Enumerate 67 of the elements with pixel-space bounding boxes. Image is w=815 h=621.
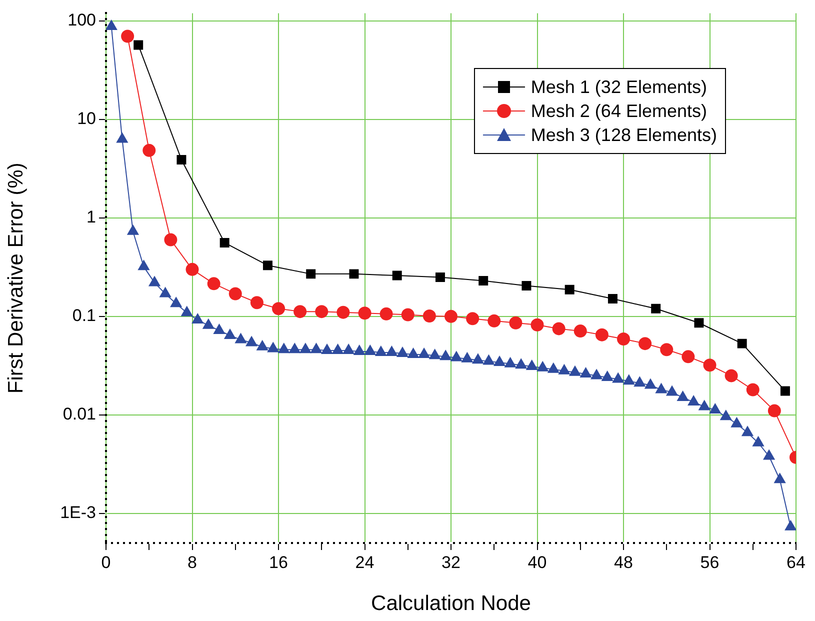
point — [294, 305, 307, 318]
point — [488, 314, 501, 328]
y-tick-label: 0.01 — [62, 404, 96, 424]
point — [703, 358, 716, 372]
point — [272, 302, 285, 316]
point — [435, 272, 445, 282]
point — [552, 322, 566, 336]
point — [638, 337, 652, 350]
point — [564, 284, 574, 294]
point — [694, 318, 704, 328]
y-tick-label: 1E-3 — [60, 503, 96, 522]
point — [595, 328, 608, 342]
point — [186, 262, 199, 276]
point — [530, 318, 544, 332]
point — [176, 154, 186, 164]
point — [220, 238, 230, 248]
x-tick-label: 8 — [188, 552, 197, 572]
point — [746, 383, 760, 396]
point — [228, 287, 242, 300]
x-tick-label: 64 — [786, 552, 806, 572]
point — [478, 276, 488, 286]
point — [121, 30, 134, 43]
point — [724, 369, 738, 382]
point — [336, 306, 350, 319]
y-tick-label: 1 — [86, 208, 96, 227]
legend-label: Mesh 1 (32 Elements) — [530, 76, 707, 98]
x-tick-label: 24 — [355, 552, 374, 572]
point — [306, 269, 316, 279]
point — [737, 338, 747, 348]
point — [250, 296, 264, 310]
point — [142, 144, 156, 157]
point — [380, 307, 393, 320]
point — [164, 233, 178, 246]
point — [392, 270, 402, 280]
y-tick-label: 100 — [68, 10, 96, 30]
x-tick-label: 32 — [442, 552, 460, 572]
point — [608, 294, 618, 304]
x-tick-label: 16 — [269, 552, 288, 572]
point — [262, 260, 272, 270]
point — [444, 310, 458, 323]
point — [660, 343, 674, 356]
y-tick-label: 0.1 — [72, 306, 96, 326]
point — [522, 280, 532, 290]
point — [509, 316, 522, 330]
point — [768, 404, 781, 418]
point — [349, 269, 359, 279]
x-tick-label: 56 — [700, 552, 720, 572]
point — [617, 332, 630, 346]
x-axis-title: Calculation Node — [371, 592, 531, 616]
point — [466, 312, 480, 326]
point — [315, 305, 328, 318]
point — [207, 277, 220, 290]
legend-label: Mesh 2 (64 Elements) — [530, 100, 707, 122]
legend-label: Mesh 3 (128 Elements) — [530, 124, 717, 146]
x-tick-label: 40 — [528, 552, 547, 572]
point — [358, 306, 372, 320]
y-axis-title: First Derivative Error (%) — [4, 162, 28, 394]
point — [651, 304, 661, 314]
point — [682, 350, 695, 364]
point — [780, 386, 790, 396]
point — [134, 40, 144, 50]
x-tick-label: 0 — [101, 552, 111, 572]
x-tick-label: 48 — [614, 552, 633, 572]
point — [401, 308, 414, 322]
point — [574, 324, 587, 338]
y-tick-label: 10 — [77, 109, 96, 128]
point — [422, 309, 436, 322]
